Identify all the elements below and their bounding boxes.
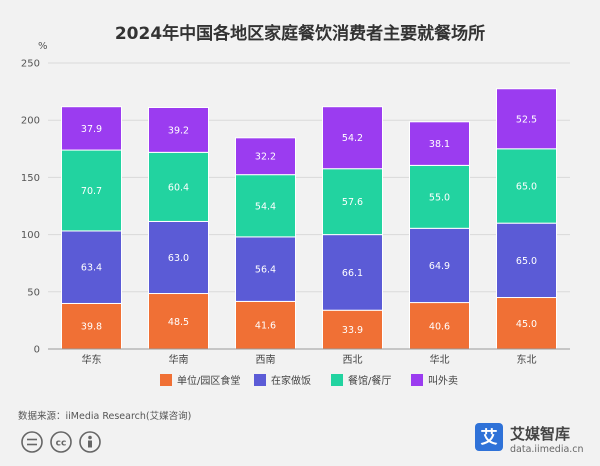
bar-segment [496,88,557,150]
x-category-label: 华东 [82,353,102,366]
bar-value-label: 32.2 [255,152,276,163]
bar-value-label: 54.4 [255,201,276,212]
bar-value-label: 52.5 [516,114,537,125]
bar-value-label: 63.4 [81,263,102,274]
bars: 39.8 63.4 70.7 37.9 48.5 63.0 60.4 39.2 41.6 56.4… [61,88,557,350]
bar-segment [235,300,296,350]
legend-label: 在家做饭 [271,374,311,387]
bar-segment [409,121,470,166]
bar-value-label: 63.0 [168,253,189,264]
bar-segment [496,148,557,224]
bar-segment [322,234,383,311]
y-axis-ticks: 0 50 100 150 200 250 [21,59,40,356]
brand-logo: 艾 艾媒智库 data.iimedia.cn [475,423,584,455]
svg-text:cc: cc [56,439,67,449]
bar-segment [409,164,470,229]
legend-swatch [254,374,266,386]
y-tick-label: 150 [21,173,40,184]
bar-segment [61,302,122,350]
bar-value-label: 39.2 [168,125,189,136]
y-axis-unit: % [38,41,48,52]
legend-item: 叫外卖 [411,374,458,387]
brand-logo-text: 艾 [481,427,498,448]
bar-value-label: 38.1 [429,139,450,150]
license-icons: cc [21,431,101,453]
bar-value-label: 65.0 [516,256,537,267]
bar-value-label: 48.5 [168,317,189,328]
bar-value-label: 39.8 [81,322,102,333]
bar-stack: 39.8 63.4 70.7 37.9 [61,106,122,350]
bar-value-label: 64.9 [429,261,450,272]
x-category-label: 华北 [430,353,450,366]
bar-segment [496,297,557,350]
x-category-label: 西北 [343,354,363,366]
bar-value-label: 60.4 [168,182,189,193]
brand-url: data.iimedia.cn [510,444,584,455]
bar-segment [148,151,209,222]
legend-item: 在家做饭 [254,374,311,387]
bar-value-label: 57.6 [342,197,363,208]
legend-swatch [160,374,172,386]
bar-segment [61,230,122,304]
legend-label: 餐馆/餐厅 [348,374,391,387]
legend-swatch [331,374,343,386]
cc-equal-icon [21,431,43,453]
bar-value-label: 56.4 [255,265,276,276]
bar-stack: 33.9 66.1 57.6 54.2 [322,106,383,350]
bar-segment [235,236,296,302]
y-tick-label: 50 [27,287,40,298]
bar-segment [322,309,383,350]
bar-segment [235,137,296,176]
bar-value-label: 41.6 [255,321,276,332]
bar-stack: 40.6 64.9 55.0 38.1 [409,121,470,350]
bar-value-label: 37.9 [81,124,102,135]
bar-segment [235,174,296,238]
brand-logo-icon [475,423,503,451]
bar-stack: 45.0 65.0 65.0 52.5 [496,88,557,350]
bar-segment [409,227,470,304]
bar-value-label: 70.7 [81,186,102,197]
y-tick-label: 250 [21,59,40,70]
bar-segment [322,106,383,170]
x-category-label: 西南 [256,353,276,366]
y-tick-label: 200 [21,116,40,127]
bar-value-label: 65.0 [516,181,537,192]
x-category-label: 华南 [169,353,189,366]
bar-value-label: 54.2 [342,133,363,144]
bar-segment [148,107,209,153]
cc-person-icon [79,431,101,453]
cc-icon: cc [50,431,72,453]
bar-stack: 41.6 56.4 54.4 32.2 [235,137,296,350]
bar-value-label: 55.0 [429,192,450,203]
legend: 单位/园区食堂 在家做饭 餐馆/餐厅 叫外卖 [160,374,458,387]
legend-item: 餐馆/餐厅 [331,374,391,387]
bar-stack: 48.5 63.0 60.4 39.2 [148,107,209,350]
bar-segment [496,222,557,299]
bar-value-label: 66.1 [342,268,363,279]
x-axis-labels: 华东 华南 西南 西北 华北 东北 [82,353,537,366]
gridlines [48,62,570,293]
x-category-label: 东北 [517,353,537,366]
y-tick-label: 0 [34,345,40,356]
brand-name: 艾媒智库 [510,425,570,443]
legend-swatch [411,374,423,386]
bar-segment [61,106,122,151]
legend-label: 叫外卖 [428,375,458,387]
legend-label: 单位/园区食堂 [177,374,240,387]
bar-value-label: 40.6 [429,321,450,332]
legend-item: 单位/园区食堂 [160,374,240,387]
bar-segment [322,168,383,236]
source-note: 数据来源：iiMedia Research(艾媒咨询) [18,410,191,422]
bar-segment [409,302,470,350]
bar-value-label: 45.0 [516,319,537,330]
bar-value-label: 33.9 [342,325,363,336]
y-tick-label: 100 [21,230,40,241]
chart-title: 2024年中国各地区家庭餐饮消费者主要就餐场所 [115,23,485,44]
